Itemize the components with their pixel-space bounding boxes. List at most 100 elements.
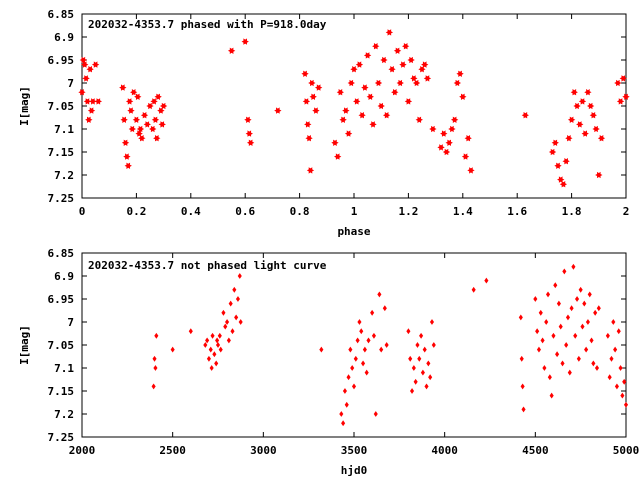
x-tick-label: 0.2: [126, 205, 146, 218]
data-point: [170, 346, 175, 353]
data-point: [151, 383, 156, 390]
data-point: [471, 286, 476, 293]
data-point: [586, 102, 595, 110]
data-point: [542, 365, 547, 371]
data-point: [570, 89, 578, 96]
data-point: [221, 309, 226, 316]
data-point: [456, 70, 464, 77]
data-point: [573, 332, 578, 339]
data-point: [619, 75, 627, 82]
data-point: [415, 116, 423, 123]
y-tick-label: 6.85: [48, 247, 75, 260]
y-tick-label: 7.2: [54, 169, 74, 182]
data-point: [614, 383, 619, 390]
data-point: [408, 355, 413, 362]
data-point: [549, 392, 554, 399]
data-point: [374, 79, 383, 87]
data-point: [91, 61, 100, 68]
data-point: [440, 130, 448, 137]
data-point: [567, 369, 572, 376]
data-point: [540, 337, 545, 344]
data-point: [544, 319, 549, 325]
data-point: [555, 351, 560, 358]
data-point: [214, 360, 219, 367]
data-point: [209, 365, 214, 371]
data-point: [347, 79, 355, 87]
data-point: [82, 75, 90, 82]
data-point: [587, 291, 592, 298]
data-point: [426, 360, 431, 367]
data-point: [576, 121, 584, 128]
data-point: [567, 116, 576, 123]
data-point: [350, 365, 355, 371]
data-point: [331, 139, 339, 146]
data-point: [123, 153, 131, 160]
data-point: [237, 273, 242, 279]
data-point: [203, 342, 208, 348]
data-point: [362, 346, 367, 353]
data-point: [565, 314, 571, 321]
x-tick-label: 1.2: [398, 205, 418, 218]
data-point: [565, 135, 573, 142]
data-point: [334, 153, 342, 160]
data-point: [150, 98, 158, 105]
data-point: [596, 305, 601, 312]
data-point: [339, 411, 344, 417]
data-point: [445, 139, 453, 146]
data-point: [423, 75, 432, 82]
data-point: [314, 84, 323, 91]
y-tick-label: 7.25: [48, 431, 75, 444]
data-point: [143, 121, 151, 128]
data-point: [146, 102, 154, 110]
data-point: [370, 309, 375, 316]
data-point: [593, 309, 598, 316]
data-point: [301, 70, 309, 77]
data-point: [613, 346, 618, 353]
y-tick-label: 7.05: [48, 339, 75, 352]
data-point: [576, 355, 581, 362]
data-point: [623, 401, 629, 408]
x-tick-label: 2000: [69, 444, 96, 457]
data-point: [86, 66, 94, 73]
data-point: [569, 305, 574, 312]
data-point: [467, 167, 475, 174]
data-point: [616, 98, 625, 105]
data-point: [558, 323, 563, 330]
data-point: [215, 337, 220, 344]
data-point: [421, 61, 429, 68]
data-point: [607, 374, 612, 381]
x-tick-label: 5000: [613, 444, 640, 457]
y-tick-label: 7.25: [48, 192, 75, 205]
data-point: [554, 162, 562, 169]
data-point: [388, 66, 396, 73]
chart-title: 202032-4353.7 phased with P=918.0day: [88, 18, 327, 31]
data-point: [589, 112, 598, 119]
data-point: [358, 112, 366, 119]
data-point: [419, 332, 424, 339]
data-point: [384, 342, 389, 348]
data-point: [557, 176, 565, 183]
data-point: [580, 323, 585, 330]
data-point: [393, 47, 402, 54]
x-axis-label: phase: [337, 225, 370, 238]
data-point: [559, 181, 568, 188]
data-point: [87, 107, 96, 114]
data-point: [217, 332, 222, 339]
data-point: [230, 328, 235, 335]
data-point: [391, 89, 399, 96]
data-point: [410, 75, 418, 82]
data-point: [232, 286, 237, 293]
data-point: [78, 89, 86, 96]
data-point: [157, 107, 165, 114]
data-point: [521, 112, 530, 119]
data-point: [339, 116, 347, 123]
data-point: [83, 98, 92, 105]
data-point: [212, 351, 217, 358]
data-point: [153, 365, 158, 371]
y-tick-label: 6.95: [48, 54, 75, 67]
data-point: [149, 125, 157, 133]
data-point: [417, 355, 422, 362]
data-point: [409, 388, 415, 394]
data-point: [556, 300, 561, 307]
x-tick-label: 2: [623, 205, 630, 218]
